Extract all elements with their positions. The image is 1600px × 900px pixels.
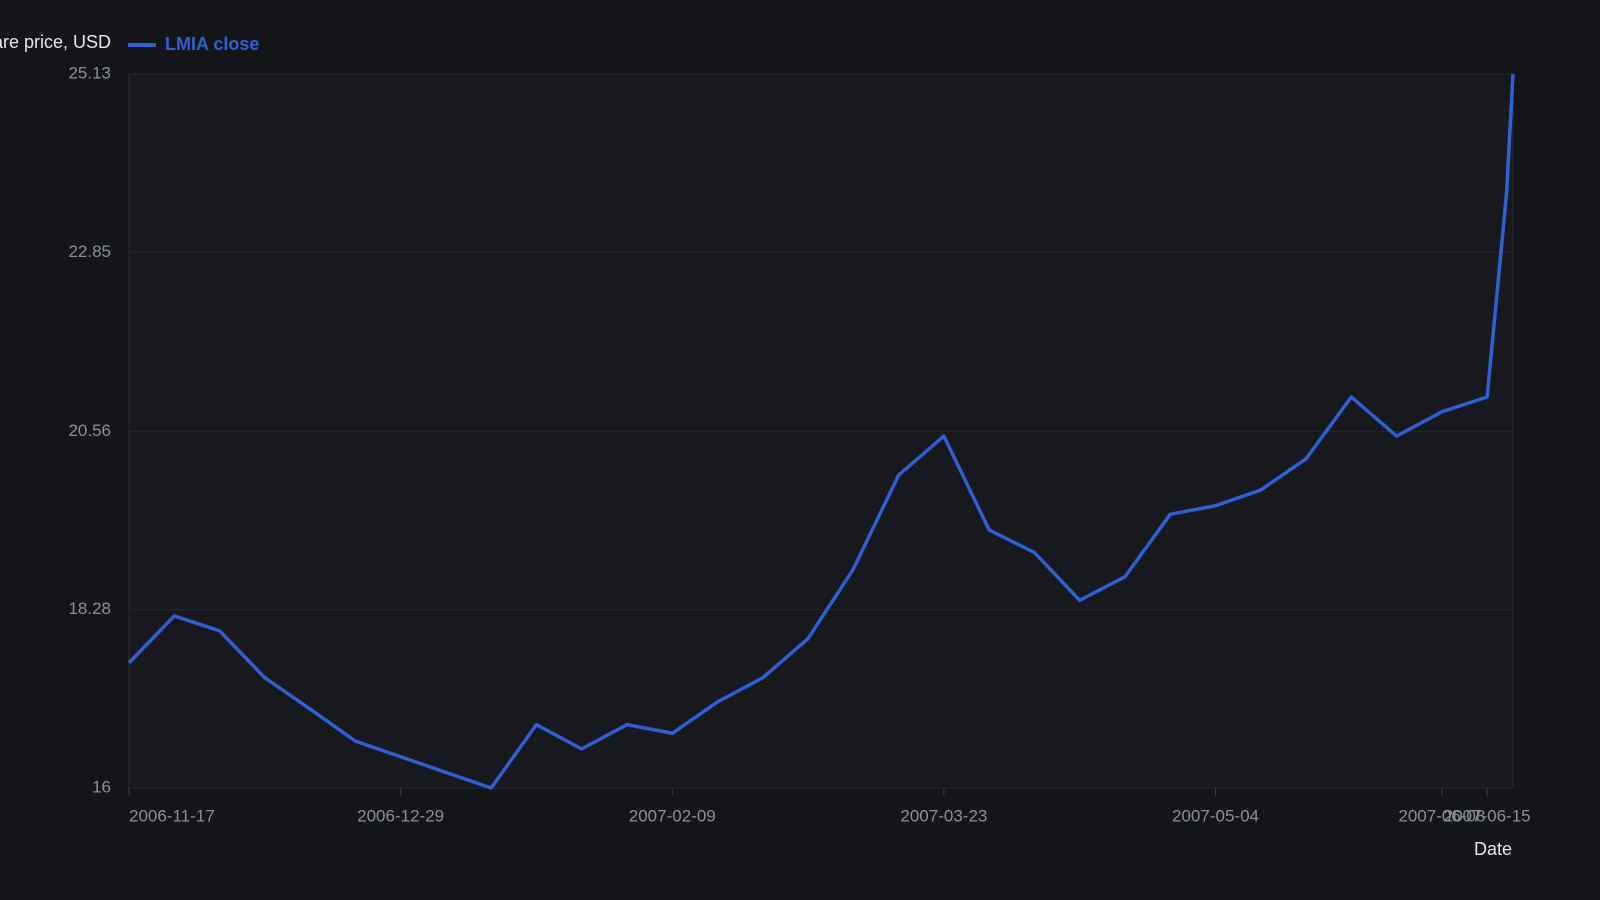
x-tick-label: 2007-06-15 (1444, 806, 1531, 825)
y-tick-label: 16 (92, 777, 111, 796)
y-tick-label: 18.28 (68, 599, 111, 618)
y-tick-label: 22.85 (68, 242, 111, 261)
line (127, 73, 1515, 790)
x-tick-label: 2007-02-09 (629, 806, 716, 825)
y-tick-label: 25.13 (68, 63, 111, 82)
legend-label: LMIA close (165, 34, 259, 54)
x-axis-label: Date (1474, 839, 1512, 859)
y-axis-label: Share price, USD (0, 32, 111, 52)
x-tick-label: 2007-06-08 (1398, 806, 1485, 825)
x-tick-label: 2007-03-23 (900, 806, 987, 825)
y-tick-label: 20.56 (68, 421, 111, 440)
x-tick-label: 2006-12-29 (357, 806, 444, 825)
x-tick-label: 2007-05-04 (1172, 806, 1259, 825)
x-tick-label: 2006-11-17 (129, 806, 215, 825)
